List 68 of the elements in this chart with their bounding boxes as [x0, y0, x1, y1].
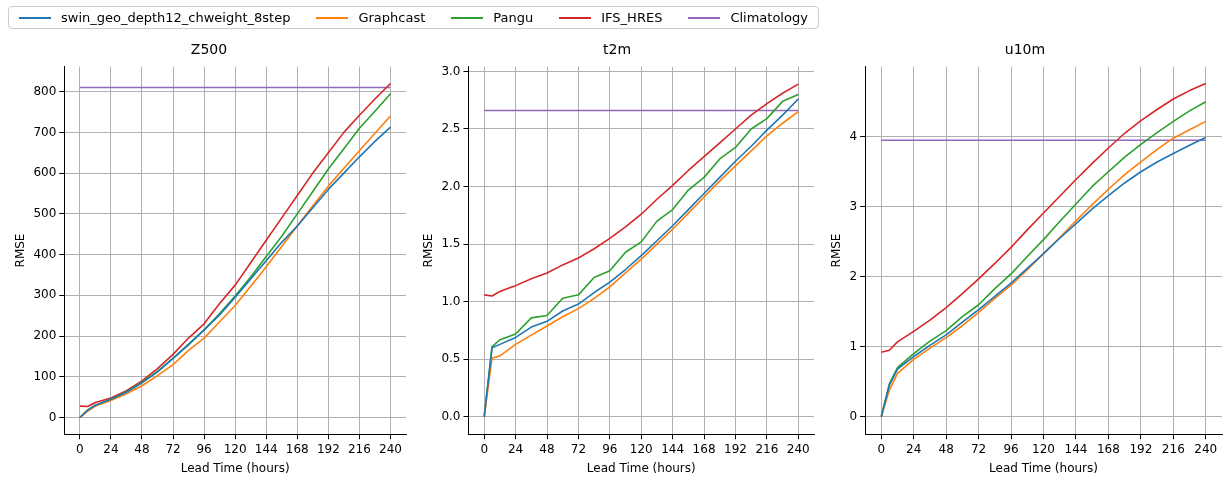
x-tick-label: 168 [1096, 441, 1120, 456]
x-tick-label: 168 [285, 441, 309, 456]
x-tick-label: 120 [1032, 441, 1055, 456]
x-tick-label: 144 [661, 441, 685, 456]
x-tick-label: 72 [165, 441, 181, 456]
x-tick-label: 216 [1161, 441, 1185, 456]
y-tick-label: 600 [33, 165, 57, 180]
x-tick-label: 96 [196, 441, 212, 456]
y-tick-label: 200 [33, 328, 57, 343]
y-tick-label: 0.0 [441, 409, 461, 424]
x-tick-label: 96 [602, 441, 618, 456]
x-tick-label: 240 [786, 441, 810, 456]
y-axis-title: RMSE [829, 233, 844, 268]
x-tick-label: 144 [1064, 441, 1088, 456]
y-tick-label: 400 [33, 246, 57, 261]
legend-label: Pangu [493, 10, 534, 25]
x-tick-label: 240 [1194, 441, 1218, 456]
x-tick-label: 216 [755, 441, 779, 456]
x-tick-label: 96 [1003, 441, 1019, 456]
x-tick-label: 120 [223, 441, 247, 456]
x-tick-label: 0 [877, 441, 886, 456]
y-tick-label: 800 [33, 83, 57, 98]
y-tick-label: 0 [849, 408, 858, 423]
y-tick-label: 4 [849, 128, 858, 143]
x-axis-title: Lead Time (hours) [180, 460, 290, 475]
x-tick-label: 48 [938, 441, 954, 456]
x-axis-title: Lead Time (hours) [989, 460, 1098, 475]
y-tick-label: 300 [33, 287, 57, 302]
y-tick-label: 1.0 [441, 293, 461, 308]
y-axis-title: RMSE [13, 233, 28, 268]
y-axis-title: RMSE [421, 233, 436, 268]
x-tick-label: 192 [316, 441, 340, 456]
x-tick-label: 144 [254, 441, 278, 456]
x-tick-label: 72 [970, 441, 987, 456]
x-tick-label: 0 [76, 441, 84, 456]
x-tick-label: 48 [134, 441, 150, 456]
y-tick-label: 500 [33, 205, 57, 220]
x-tick-label: 168 [692, 441, 716, 456]
legend-label: swin_geo_depth12_chweight_8step [61, 10, 291, 25]
x-tick-label: 192 [724, 441, 747, 456]
y-tick-label: 3 [849, 198, 858, 213]
y-tick-label: 2 [849, 268, 858, 283]
y-tick-label: 0 [48, 409, 57, 424]
y-tick-label: 700 [33, 124, 57, 139]
x-tick-label: 24 [507, 441, 524, 456]
y-tick-label: 0.5 [441, 351, 461, 366]
y-tick-label: 100 [33, 368, 57, 383]
chart-title: t2m [602, 41, 632, 58]
x-tick-label: 24 [103, 441, 119, 456]
x-tick-label: 0 [480, 441, 489, 456]
y-tick-label: 3.0 [441, 63, 461, 78]
chart-title: Z500 [190, 41, 228, 58]
y-tick-label: 2.0 [441, 178, 461, 193]
legend-label: Graphcast [358, 10, 426, 25]
legend-label: Climatology [730, 10, 808, 25]
x-tick-label: 48 [539, 441, 555, 456]
y-tick-label: 1 [849, 338, 858, 353]
x-tick-label: 72 [570, 441, 587, 456]
legend-label: IFS_HRES [601, 10, 663, 25]
x-tick-label: 240 [379, 441, 402, 456]
x-tick-label: 24 [906, 441, 922, 456]
x-tick-label: 192 [1129, 441, 1153, 456]
x-tick-label: 120 [629, 441, 653, 456]
y-tick-label: 2.5 [441, 121, 461, 136]
y-tick-label: 1.5 [441, 236, 461, 251]
x-axis-title: Lead Time (hours) [586, 460, 696, 475]
chart-title: u10m [1004, 41, 1046, 58]
x-tick-label: 216 [347, 441, 371, 456]
